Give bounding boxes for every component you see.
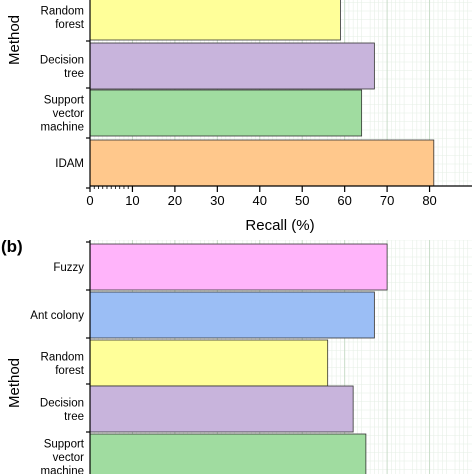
category-label: Support vector machine <box>41 95 85 134</box>
x-tick-label: 60 <box>337 193 351 208</box>
category-label: Decision tree <box>40 54 84 80</box>
bar-decision-tree <box>90 42 375 90</box>
category-label: IDAM <box>55 158 84 170</box>
panel-b: Fuzzy Ant colony Random forest Decision tree S… <box>1 237 472 474</box>
category-label: Fuzzy <box>53 262 84 274</box>
panel-label: (b) <box>1 237 23 256</box>
bar-decision-tree <box>90 385 354 433</box>
category-label: Random forest <box>41 351 85 377</box>
bar-idam <box>90 139 435 186</box>
bar-fuzzy <box>90 243 388 291</box>
y-axis-title: Method <box>6 358 23 408</box>
x-tick-label: 50 <box>295 193 309 208</box>
x-tick-label: 20 <box>168 193 182 208</box>
x-axis-title: Recall (%) <box>245 217 314 234</box>
x-tick-label: 80 <box>422 193 436 208</box>
y-axis-title: Method <box>6 15 23 65</box>
x-tick-label: 40 <box>253 193 267 208</box>
x-tick-label: 70 <box>380 193 394 208</box>
category-label: Support vector machine <box>41 439 85 474</box>
bar-support-vector-machine <box>90 89 363 137</box>
bar-random-forest <box>90 339 329 387</box>
x-tick-label: 10 <box>125 193 139 208</box>
plot-area <box>90 240 472 474</box>
category-label: Decision tree <box>40 397 84 423</box>
category-label: Ant colony <box>30 310 84 322</box>
panel-a: Random forest Decision tree Support vector mac… <box>6 0 472 234</box>
category-label: Random forest <box>41 5 85 31</box>
x-tick-label: 0 <box>86 193 93 208</box>
bar-support-vector-machine <box>90 433 367 474</box>
x-tick-label: 30 <box>210 193 224 208</box>
bar-ant-colony <box>90 291 375 339</box>
plot-area <box>90 0 472 186</box>
bar-random-forest <box>90 0 341 41</box>
